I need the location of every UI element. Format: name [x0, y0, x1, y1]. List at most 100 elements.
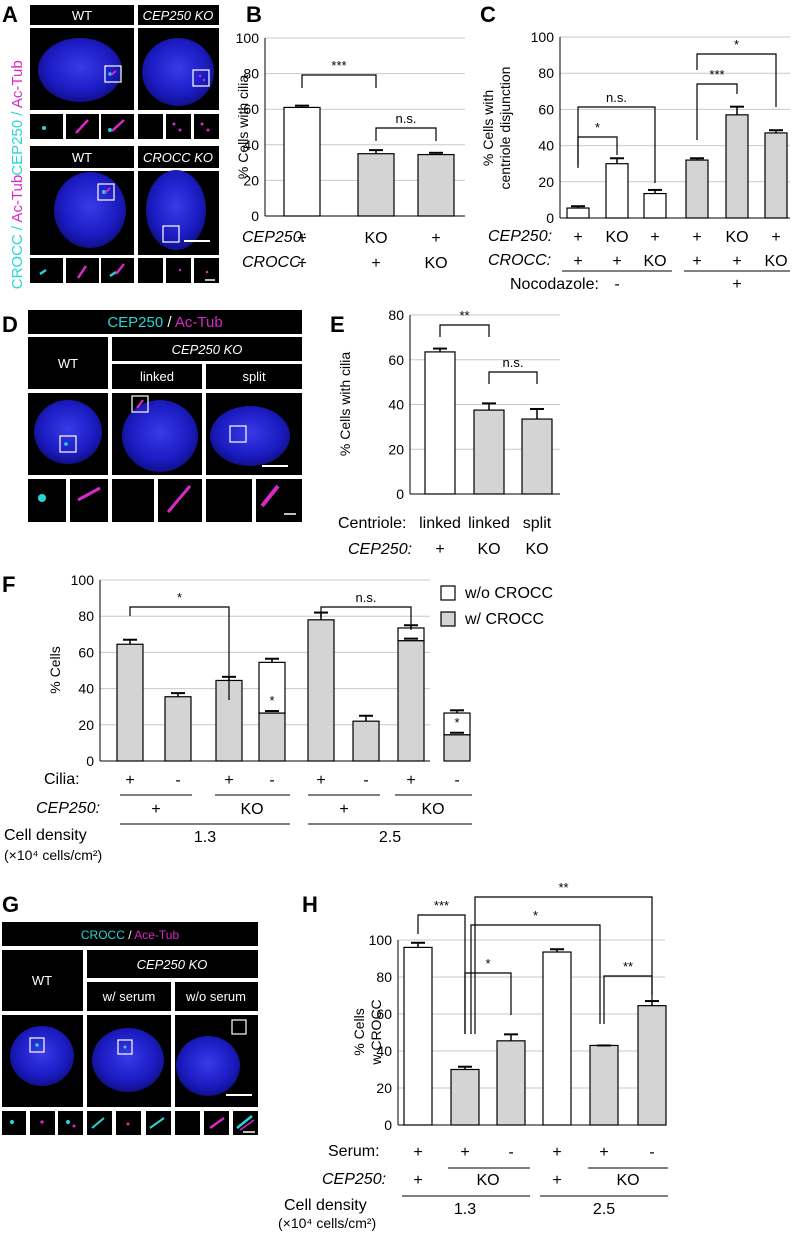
significance-bracket-C: [696, 83, 738, 140]
significance-bracket-H: [464, 972, 512, 1034]
bar-f-gray-1: [164, 696, 192, 762]
significance-label-H: **: [623, 959, 633, 974]
y-tick-label-H: 80: [376, 969, 392, 985]
serum-cell-4: +: [599, 1144, 608, 1161]
nocodazole-minus: -: [614, 276, 619, 293]
chart-b: 0 20 40 60 80 100 % Cells with cilia *** n.s. CEP…: [235, 30, 465, 272]
panel-d: CEP250 / Ac-Tub WT CEP250 KO linked spli…: [28, 310, 302, 522]
panel-g-header: CROCC / Ace-Tub: [81, 928, 180, 942]
bar-C-4: [725, 114, 749, 219]
significance-label-H: **: [558, 880, 568, 895]
nocodazole-plus: +: [732, 276, 741, 293]
bar-C-5: [764, 132, 788, 219]
y-tick-label-E: 40: [388, 397, 404, 413]
bar-B-2: [417, 153, 455, 217]
row-cell-1-0: +: [573, 253, 582, 270]
panel-a-header-wt: WT: [72, 8, 92, 23]
cep250-cell-2: +: [339, 801, 348, 818]
row-cell-1-2: KO: [643, 253, 666, 270]
panel-letter-c: C: [480, 2, 496, 27]
cilia-cell-4: +: [316, 772, 325, 789]
significance-label-E: **: [459, 308, 469, 323]
panel-g: CROCC / Ace-Tub WT CEP250 KO w/ serum w/…: [2, 922, 258, 1135]
row-label-serum: Serum:: [328, 1143, 380, 1160]
cep250-cell-3: KO: [616, 1172, 639, 1189]
significance-label-B: ***: [331, 58, 346, 73]
y-tick-label-F: 60: [78, 644, 94, 660]
row-cell-1-3: +: [692, 253, 701, 270]
row-label-0: Centriole:: [338, 515, 406, 532]
density-cell-1: 2.5: [379, 829, 401, 846]
panel-d-header: CEP250 / Ac-Tub: [107, 314, 222, 331]
significance-bracket-B: [375, 127, 437, 141]
row-cell-0-2: +: [650, 229, 659, 246]
cilia-cell-0: +: [125, 772, 134, 789]
significance-label-H: *: [485, 956, 490, 971]
y-tick-label-B: 100: [236, 30, 260, 46]
significance-label-H: *: [533, 908, 538, 923]
y-tick-label-H: 0: [384, 1117, 392, 1133]
y-tick-label-B: 80: [243, 66, 259, 82]
panel-d-wt: WT: [58, 356, 78, 371]
y-axis-label-line2: w CROCC: [368, 999, 384, 1065]
bar-C-0: [566, 207, 590, 219]
significance-bracket-E: [488, 371, 538, 384]
cep250-cell-0: +: [413, 1172, 422, 1189]
legend-swatch-gray: [440, 611, 456, 627]
row-cell-0-0: +: [573, 229, 582, 246]
panel-letter-d: D: [2, 312, 18, 337]
cep250-cell-1: KO: [476, 1172, 499, 1189]
row-cell-0-4: KO: [725, 229, 748, 246]
row-label-density-unit: (×10⁴ cells/cm²): [4, 847, 102, 863]
y-tick-label-E: 20: [388, 441, 404, 457]
cep250-cell-1: KO: [240, 801, 263, 818]
y-axis-label-line1: % Cells with: [480, 90, 496, 166]
bar-f-gray-3: [258, 712, 286, 762]
row-label-1: CROCC:: [488, 252, 551, 269]
row-cell-1-2: KO: [424, 255, 447, 272]
row-cell-0-2: split: [523, 515, 552, 532]
bar-f-gray-6: [397, 640, 425, 762]
row-label-1: CROCC:: [242, 254, 305, 271]
row-label-0: CEP250:: [242, 229, 306, 246]
panel-a-header-wt-2: WT: [72, 150, 92, 165]
y-tick-label-E: 80: [388, 307, 404, 323]
significance-bracket-F: [320, 606, 412, 630]
bar-H-3: [542, 951, 572, 1126]
panel-a-header-ko: CEP250 KO: [143, 8, 214, 23]
inner-significance-f-1: *: [454, 715, 459, 730]
legend-label-white: w/o CROCC: [464, 585, 553, 602]
significance-bracket-H: [603, 975, 653, 1024]
cilia-cell-1: -: [175, 772, 180, 789]
row-cell-1-1: +: [371, 255, 380, 272]
significance-label-F: *: [177, 590, 182, 605]
cilia-cell-3: -: [269, 772, 274, 789]
y-tick-label-F: 100: [71, 572, 95, 588]
y-tick-label-E: 60: [388, 352, 404, 368]
y-tick-label-H: 60: [376, 1006, 392, 1022]
row-cell-1-2: KO: [525, 541, 548, 558]
y-tick-label-B: 0: [251, 208, 259, 224]
chart-f: 0 20 40 60 80 100 % Cells * * * n.s. w/o CROCC w/ CR…: [4, 572, 553, 863]
bar-f-gray-4: [307, 619, 335, 762]
density-cell-1: 2.5: [593, 1201, 615, 1218]
panel-letter-h: H: [302, 892, 318, 917]
chart-e: 0 20 40 60 80 % Cells with cilia ** n.s. Centrio…: [337, 307, 560, 558]
significance-label-E: n.s.: [503, 355, 524, 370]
significance-label-C: *: [734, 37, 739, 52]
bar-f-gray-5: [352, 720, 380, 762]
panel-g-with-serum: w/ serum: [102, 989, 156, 1004]
y-tick-label-C: 0: [546, 210, 554, 226]
cilia-cell-7: -: [454, 772, 459, 789]
row-label-density-unit: (×10⁴ cells/cm²): [278, 1215, 376, 1231]
y-tick-label-F: 20: [78, 717, 94, 733]
panel-a-side-label-bottom: CROCC / Ac-Tub: [9, 175, 26, 289]
row-label-cilia: Cilia:: [44, 771, 80, 788]
y-tick-label-C: 40: [538, 138, 554, 154]
significance-bracket-E: [439, 324, 490, 337]
y-tick-label-F: 80: [78, 608, 94, 624]
significance-label-H: ***: [434, 898, 449, 913]
significance-label-C: ***: [709, 67, 724, 82]
row-cell-0-1: KO: [364, 230, 387, 247]
